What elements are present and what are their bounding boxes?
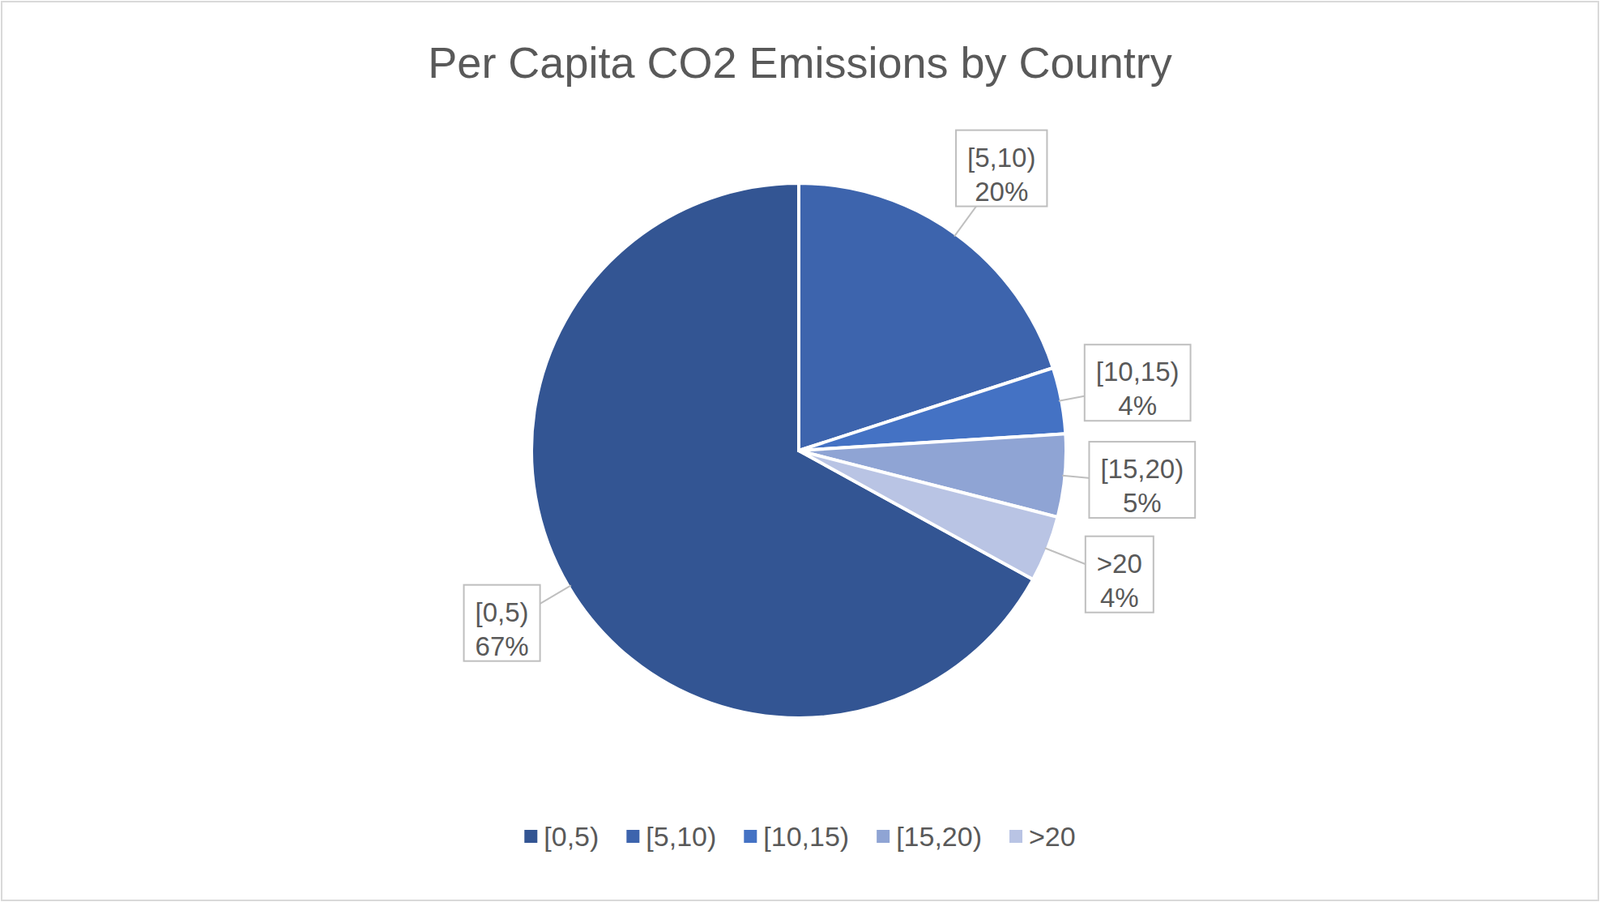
- slices: [531, 183, 1067, 718]
- data-label: [0,5)67%: [464, 584, 572, 662]
- legend: [0,5) [5,10) [10,15) [15,20) >20: [524, 820, 1076, 852]
- label-category: [15,20): [1100, 453, 1184, 484]
- label-value: 5%: [1122, 487, 1162, 518]
- label-value: 4%: [1117, 390, 1157, 421]
- legend-swatch: [626, 829, 640, 843]
- data-label: [5,10)20%: [954, 130, 1047, 237]
- label-value: 20%: [974, 176, 1029, 207]
- legend-label: [5,10): [645, 820, 717, 852]
- slice: [798, 450, 1059, 580]
- label-category: [0,5): [475, 597, 530, 628]
- legend-item: [10,15): [743, 820, 850, 852]
- data-labels: [0,5)67%[5,10)20%[10,15)4%[15,20)5%>204%: [464, 130, 1196, 662]
- legend-label: [0,5): [543, 820, 599, 852]
- legend-item: [0,5): [524, 820, 599, 852]
- label-box: [1084, 344, 1191, 421]
- label-category: >20: [1096, 548, 1143, 579]
- data-label: [10,15)4%: [1058, 344, 1191, 421]
- label-value: 4%: [1100, 582, 1140, 613]
- legend-swatch: [876, 829, 890, 843]
- legend-swatch: [1009, 829, 1023, 843]
- data-label: [15,20)5%: [1062, 441, 1195, 518]
- data-label: >204%: [1045, 536, 1154, 613]
- title: Per Capita CO2 Emissions by Country: [427, 38, 1172, 87]
- legend-label: [15,20): [896, 820, 982, 852]
- label-value: 67%: [475, 631, 530, 662]
- label-box: [464, 584, 541, 662]
- label-category: [5,10): [967, 142, 1036, 173]
- legend-label: >20: [1028, 820, 1076, 852]
- legend-item: [5,10): [626, 820, 717, 852]
- label-box: [1085, 536, 1154, 613]
- chart-frame: [1, 1, 1599, 901]
- label-box: [1088, 441, 1195, 518]
- legend-item: >20: [1009, 820, 1076, 852]
- label-category: [10,15): [1096, 356, 1180, 387]
- label-box: [955, 130, 1047, 207]
- chart: Per Capita CO2 Emissions by Country [0,5)…: [0, 0, 1600, 902]
- legend-label: [10,15): [763, 820, 850, 852]
- legend-swatch: [743, 829, 757, 843]
- legend-item: [15,20): [876, 820, 982, 852]
- legend-swatch: [524, 829, 538, 843]
